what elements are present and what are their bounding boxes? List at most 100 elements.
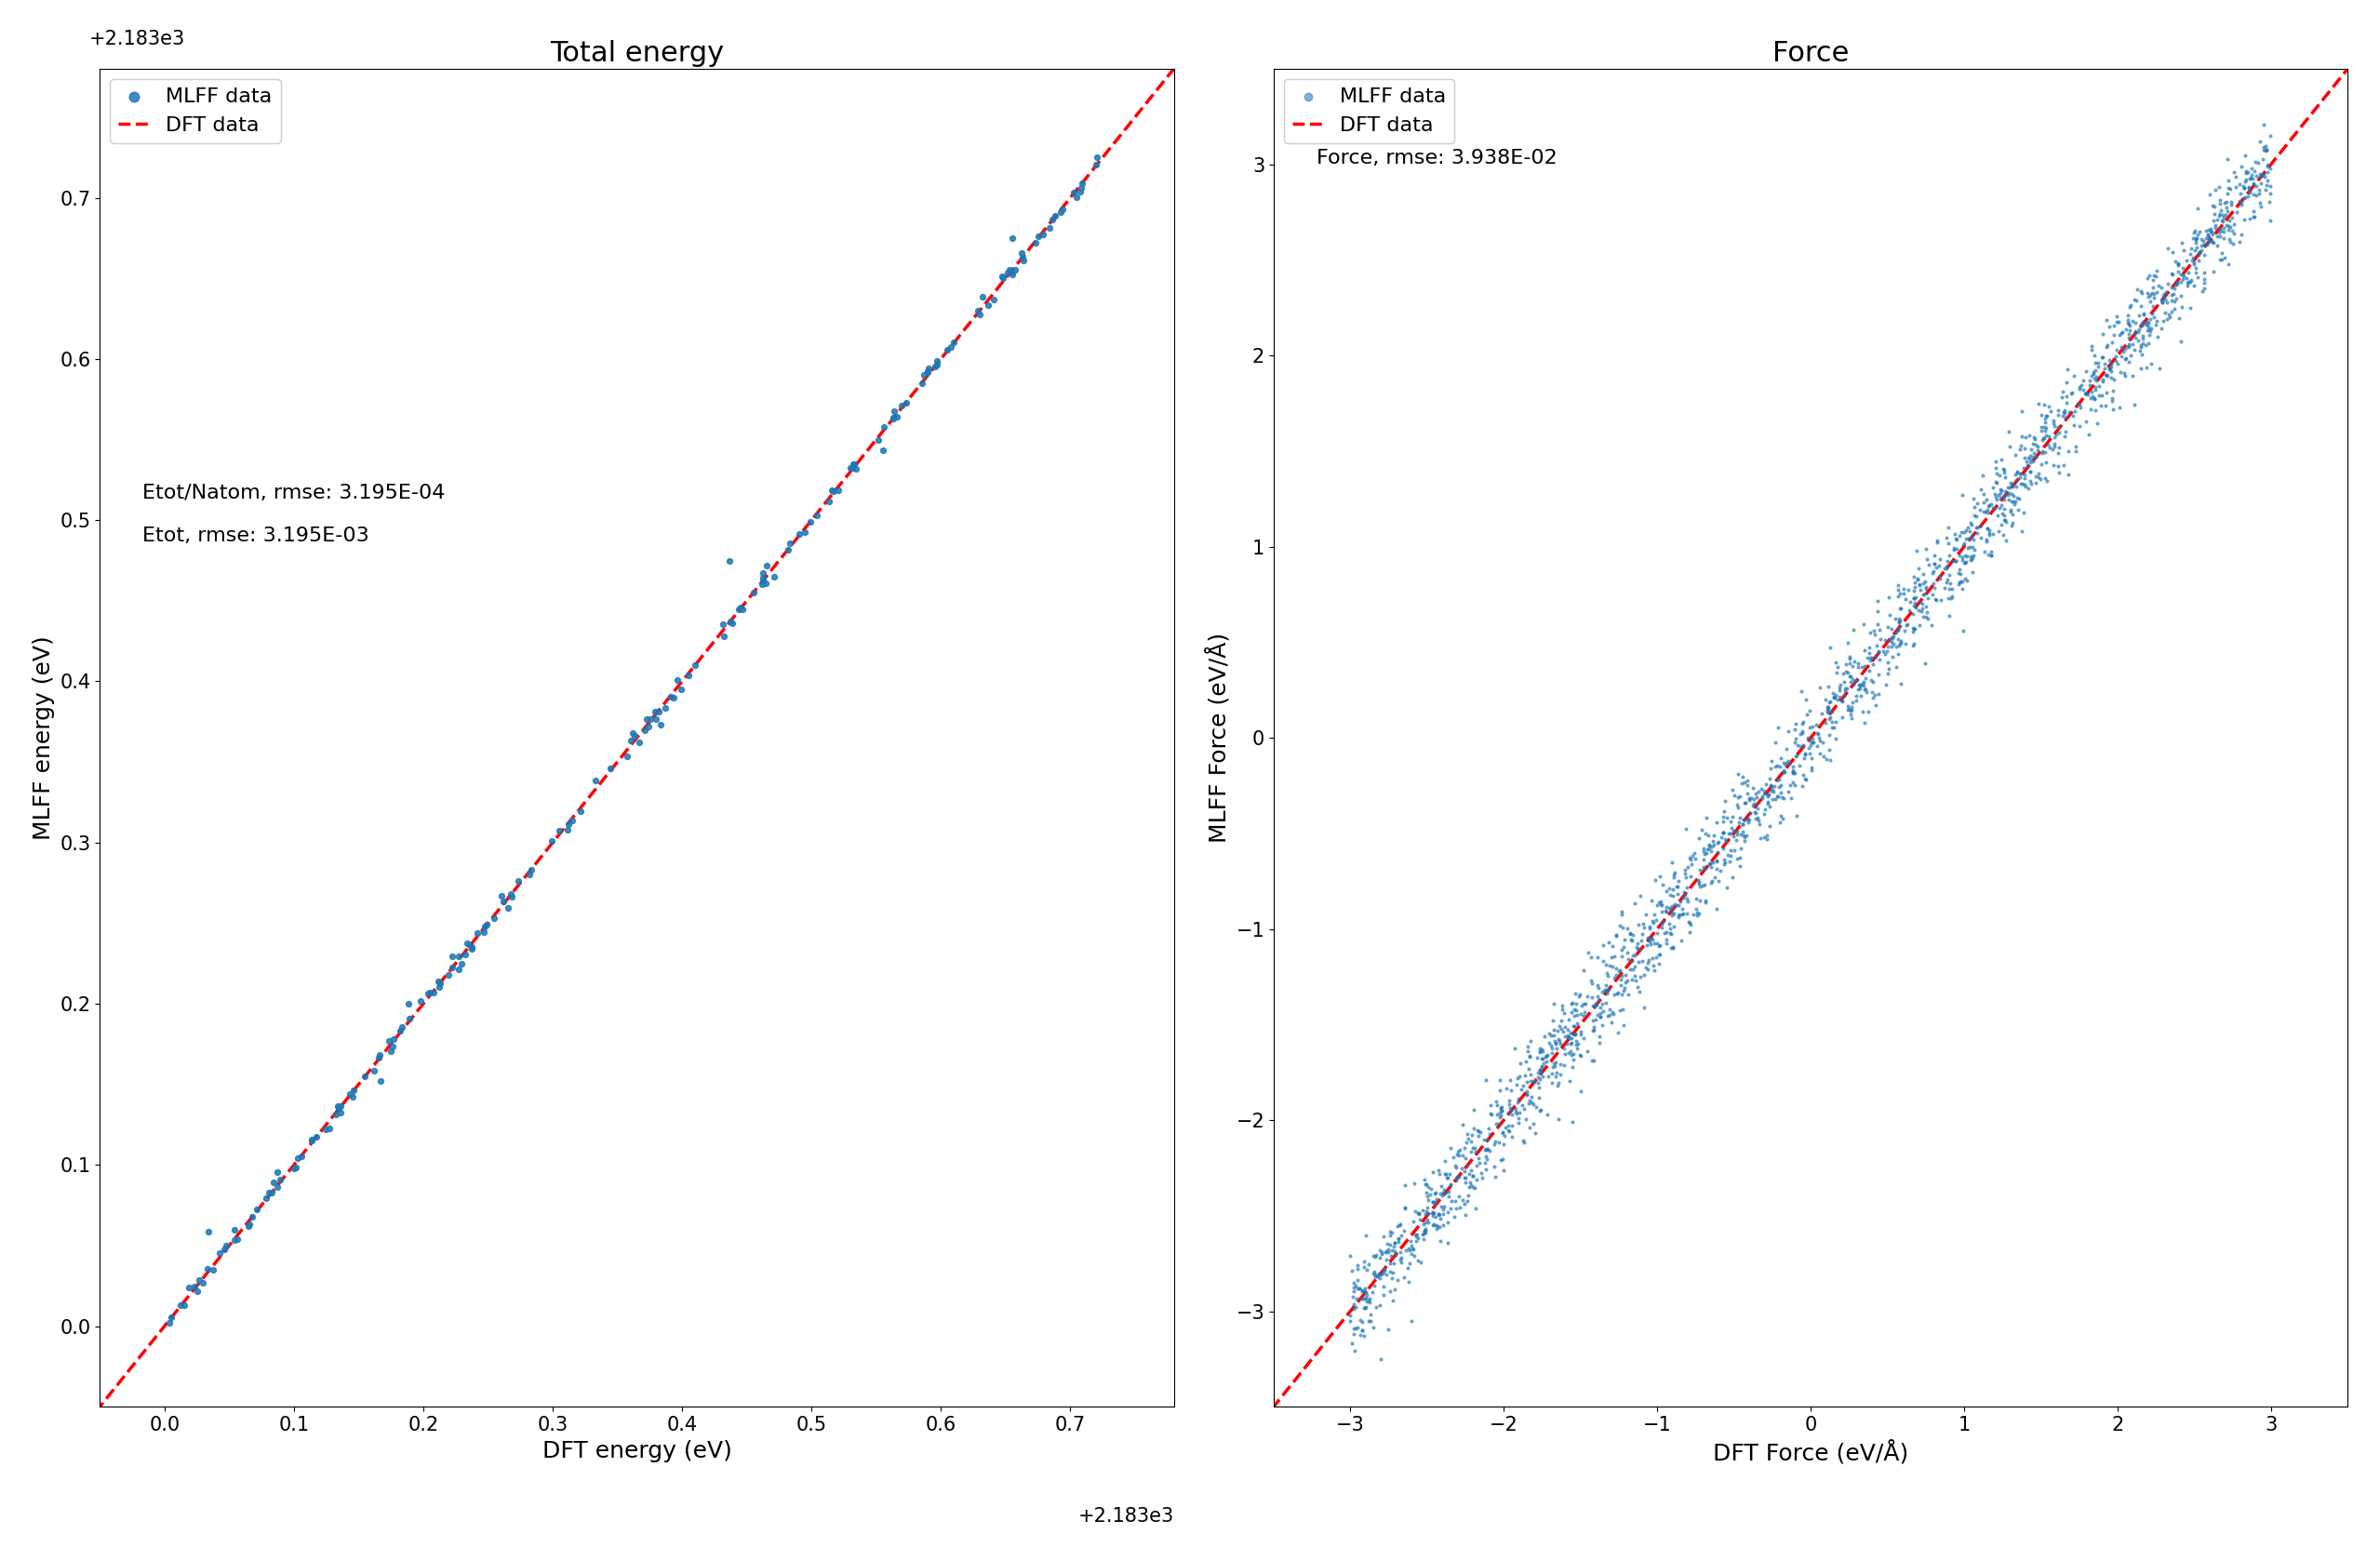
MLFF data — [1704, 809, 1742, 834]
MLFF data — [2023, 441, 2061, 466]
MLFF data — [1737, 786, 1775, 811]
MLFF data — [1509, 1069, 1547, 1094]
MLFF data — [2190, 221, 2228, 246]
MLFF data — [1568, 984, 1607, 1009]
MLFF data — [1661, 902, 1699, 927]
MLFF data — [1433, 1188, 1471, 1213]
MLFF data — [1685, 835, 1723, 860]
MLFF data — [1899, 599, 1937, 623]
MLFF data — [2204, 209, 2242, 234]
MLFF data — [1849, 636, 1887, 661]
MLFF data — [1714, 804, 1752, 829]
MLFF data — [2247, 138, 2285, 162]
MLFF data — [1985, 497, 2023, 521]
MLFF data — [1514, 1112, 1552, 1137]
MLFF data — [1783, 774, 1821, 798]
MLFF data — [1490, 1100, 1528, 1125]
MLFF data — [1997, 463, 2035, 487]
MLFF data — [1844, 676, 1883, 701]
MLFF data — [1716, 783, 1754, 808]
MLFF data — [2123, 294, 2161, 319]
MLFF data — [2047, 401, 2085, 425]
MLFF data — [1599, 981, 1637, 1006]
MLFF data — [1783, 722, 1821, 747]
MLFF data — [1507, 1106, 1545, 1131]
MLFF data — [2121, 303, 2159, 328]
MLFF data — [1523, 1046, 1561, 1071]
MLFF data — [2073, 384, 2111, 408]
MLFF data — [1928, 554, 1966, 579]
MLFF data — [2111, 295, 2149, 320]
MLFF data — [1378, 1225, 1416, 1250]
MLFF data — [1602, 913, 1640, 937]
MLFF data — [1542, 996, 1580, 1021]
MLFF data — [1347, 1287, 1385, 1312]
MLFF data — [1823, 688, 1861, 713]
MLFF data — [1480, 1078, 1518, 1103]
MLFF data — [2042, 385, 2080, 410]
MLFF data — [1366, 1256, 1404, 1281]
MLFF data — [1659, 893, 1697, 917]
MLFF data — [1954, 560, 1992, 585]
MLFF data — [1797, 721, 1835, 746]
MLFF data — [1733, 794, 1771, 818]
MLFF data — [2173, 248, 2211, 272]
MLFF data — [1718, 846, 1756, 871]
MLFF data — [1440, 1139, 1478, 1163]
MLFF data — [1964, 490, 2002, 515]
MLFF data — [1833, 654, 1871, 679]
MLFF data — [1573, 1018, 1611, 1043]
MLFF data — [2202, 224, 2240, 249]
MLFF data — [2092, 365, 2130, 390]
MLFF data — [1733, 786, 1771, 811]
MLFF data — [1542, 993, 1580, 1018]
MLFF data — [2211, 213, 2249, 238]
MLFF data — [2040, 435, 2078, 459]
MLFF data — [1656, 874, 1695, 899]
MLFF data — [1397, 1224, 1435, 1248]
MLFF data — [2016, 444, 2054, 469]
MLFF data — [1971, 492, 2009, 517]
Legend: MLFF data, DFT data: MLFF data, DFT data — [1283, 79, 1454, 144]
MLFF data — [1990, 475, 2028, 500]
MLFF data — [781, 521, 819, 546]
MLFF data — [1933, 583, 1971, 608]
MLFF data — [1840, 651, 1878, 676]
MLFF data — [1897, 575, 1935, 600]
MLFF data — [1407, 1210, 1445, 1235]
MLFF data — [1916, 575, 1954, 600]
MLFF data — [181, 1267, 219, 1292]
MLFF data — [1809, 738, 1847, 763]
MLFF data — [1471, 1122, 1509, 1146]
MLFF data — [2185, 275, 2223, 300]
MLFF data — [1528, 1101, 1566, 1126]
MLFF data — [1704, 820, 1742, 845]
MLFF data — [1856, 645, 1894, 670]
MLFF data — [2161, 283, 2199, 308]
MLFF data — [2216, 221, 2254, 246]
MLFF data — [2102, 334, 2140, 359]
MLFF data — [2192, 229, 2230, 254]
MLFF data — [1630, 927, 1668, 951]
MLFF data — [1778, 726, 1816, 750]
MLFF data — [2094, 379, 2132, 404]
MLFF data — [1718, 821, 1756, 846]
MLFF data — [1992, 498, 2030, 523]
MLFF data — [2075, 365, 2113, 390]
MLFF data — [1737, 791, 1775, 815]
MLFF data — [2130, 306, 2168, 331]
MLFF data — [1780, 733, 1818, 758]
MLFF data — [333, 1084, 371, 1109]
MLFF data — [2178, 231, 2216, 255]
MLFF data — [1999, 459, 2037, 484]
MLFF data — [1909, 606, 1947, 631]
MLFF data — [2251, 156, 2290, 181]
MLFF data — [1559, 1010, 1597, 1035]
MLFF data — [1530, 1064, 1568, 1089]
MLFF data — [1859, 589, 1897, 614]
MLFF data — [1342, 1307, 1380, 1332]
MLFF data — [1973, 543, 2011, 568]
MLFF data — [1685, 846, 1723, 871]
MLFF data — [2113, 308, 2152, 333]
MLFF data — [1409, 1207, 1447, 1231]
